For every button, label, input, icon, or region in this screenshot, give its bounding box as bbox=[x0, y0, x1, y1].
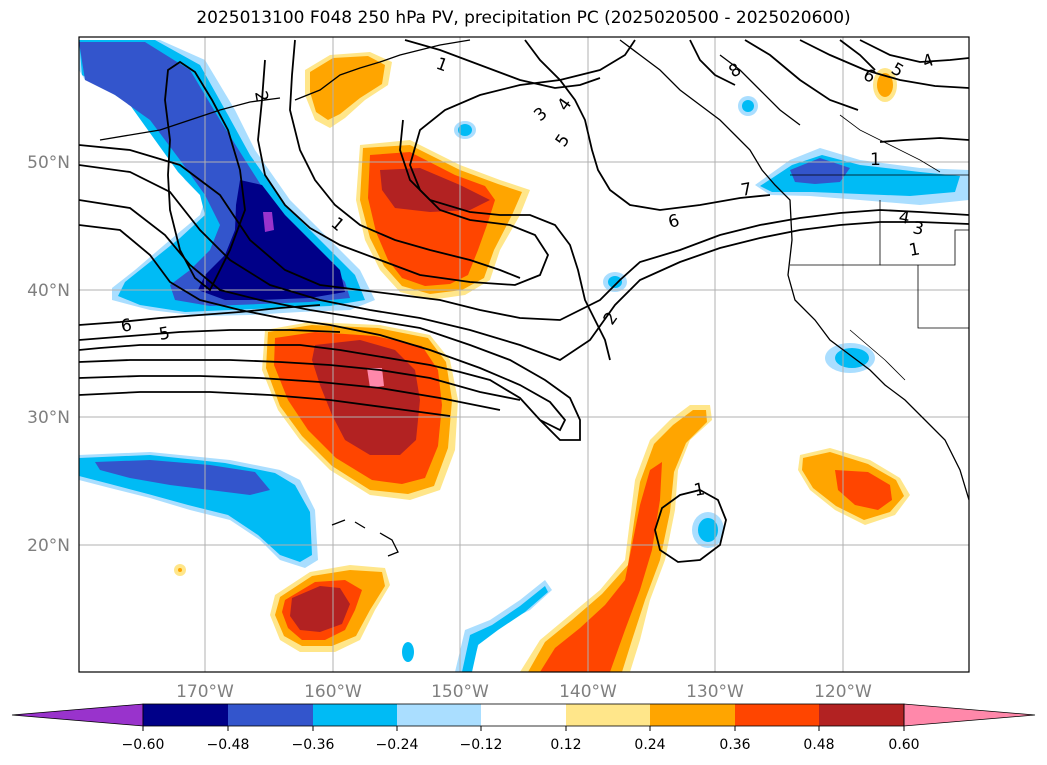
positive-anomaly-central-north bbox=[356, 140, 530, 300]
contour-label: 1 bbox=[870, 150, 881, 170]
lon-label-140w: 140°W bbox=[559, 682, 617, 702]
lat-label-30n: 30°N bbox=[27, 408, 70, 428]
lat-label-40n: 40°N bbox=[27, 281, 70, 301]
colorbar-swatch bbox=[481, 704, 566, 726]
negative-anomaly-northwest bbox=[79, 40, 375, 316]
contour-label: 6 bbox=[119, 315, 133, 337]
positive-anomaly-east bbox=[798, 448, 910, 525]
plot-area: 1 2 1 3 4 5 8 6 5 4 7 6 4 3 1 1 6 5 2 1 bbox=[79, 37, 969, 672]
colorbar-tick-label: 0.36 bbox=[719, 737, 750, 753]
negative-anomaly-west bbox=[79, 452, 318, 568]
contour-label: 4 bbox=[897, 207, 911, 229]
colorbar-swatch bbox=[650, 704, 735, 726]
coastlines bbox=[99, 39, 969, 557]
colorbar-tick-label: −0.12 bbox=[460, 737, 503, 753]
colorbar-swatch bbox=[566, 704, 650, 726]
contour-label: 7 bbox=[739, 179, 753, 201]
colorbar-swatch bbox=[397, 704, 481, 726]
lon-label-170w: 170°W bbox=[176, 682, 234, 702]
gridlines bbox=[79, 37, 969, 672]
colorbar-tick-label: 0.60 bbox=[888, 737, 919, 753]
contour-label: 2 bbox=[250, 89, 272, 103]
positive-anomaly-south-west bbox=[270, 565, 390, 652]
contour-label: 1 bbox=[692, 479, 706, 501]
colorbar-tick-label: −0.48 bbox=[207, 737, 250, 753]
colorbar-swatch bbox=[819, 704, 904, 726]
lon-label-130w: 130°W bbox=[686, 682, 744, 702]
contour-label: 6 bbox=[666, 211, 682, 233]
colorbar-tick-label: −0.60 bbox=[122, 737, 165, 753]
colorbar-tick-label: 0.12 bbox=[550, 737, 581, 753]
lon-label-150w: 150°W bbox=[431, 682, 489, 702]
contour-label: 5 bbox=[157, 323, 171, 345]
colorbar-tick-label: 0.24 bbox=[634, 737, 665, 753]
map-title: 2025013100 F048 250 hPa PV, precipitatio… bbox=[196, 8, 851, 28]
colorbar-tick-label: −0.24 bbox=[376, 737, 419, 753]
colorbar-swatch bbox=[313, 704, 397, 726]
map-frame bbox=[78, 36, 970, 673]
colorbar: −0.60 −0.48 −0.36 −0.24 −0.12 0.12 0.24 … bbox=[11, 703, 1036, 753]
lon-label-160w: 160°W bbox=[304, 682, 362, 702]
positive-anomaly-central bbox=[262, 322, 458, 500]
latitude-labels: 50°N 40°N 30°N 20°N bbox=[27, 153, 70, 556]
colorbar-tick-label: −0.36 bbox=[292, 737, 335, 753]
colorbar-extend-low bbox=[11, 703, 144, 727]
longitude-labels: 170°W 160°W 150°W 140°W 130°W 120°W bbox=[176, 682, 872, 702]
colorbar-tick-label: 0.48 bbox=[803, 737, 834, 753]
positive-anomaly-north-gulf bbox=[305, 52, 392, 128]
positive-anomaly-subtropical-band bbox=[520, 405, 712, 672]
colorbar-swatch bbox=[735, 704, 819, 726]
contour-label: 1 bbox=[907, 239, 921, 261]
colorbar-swatch bbox=[228, 704, 313, 726]
colorbar-swatch bbox=[143, 704, 228, 726]
colorbar-extend-high bbox=[903, 703, 1036, 727]
negative-anomaly-south-strips bbox=[455, 580, 552, 672]
contour-label: 3 bbox=[911, 218, 925, 240]
lat-label-20n: 20°N bbox=[27, 536, 70, 556]
pv-contours bbox=[79, 39, 969, 563]
lat-label-50n: 50°N bbox=[27, 153, 70, 173]
lon-label-120w: 120°W bbox=[814, 682, 872, 702]
